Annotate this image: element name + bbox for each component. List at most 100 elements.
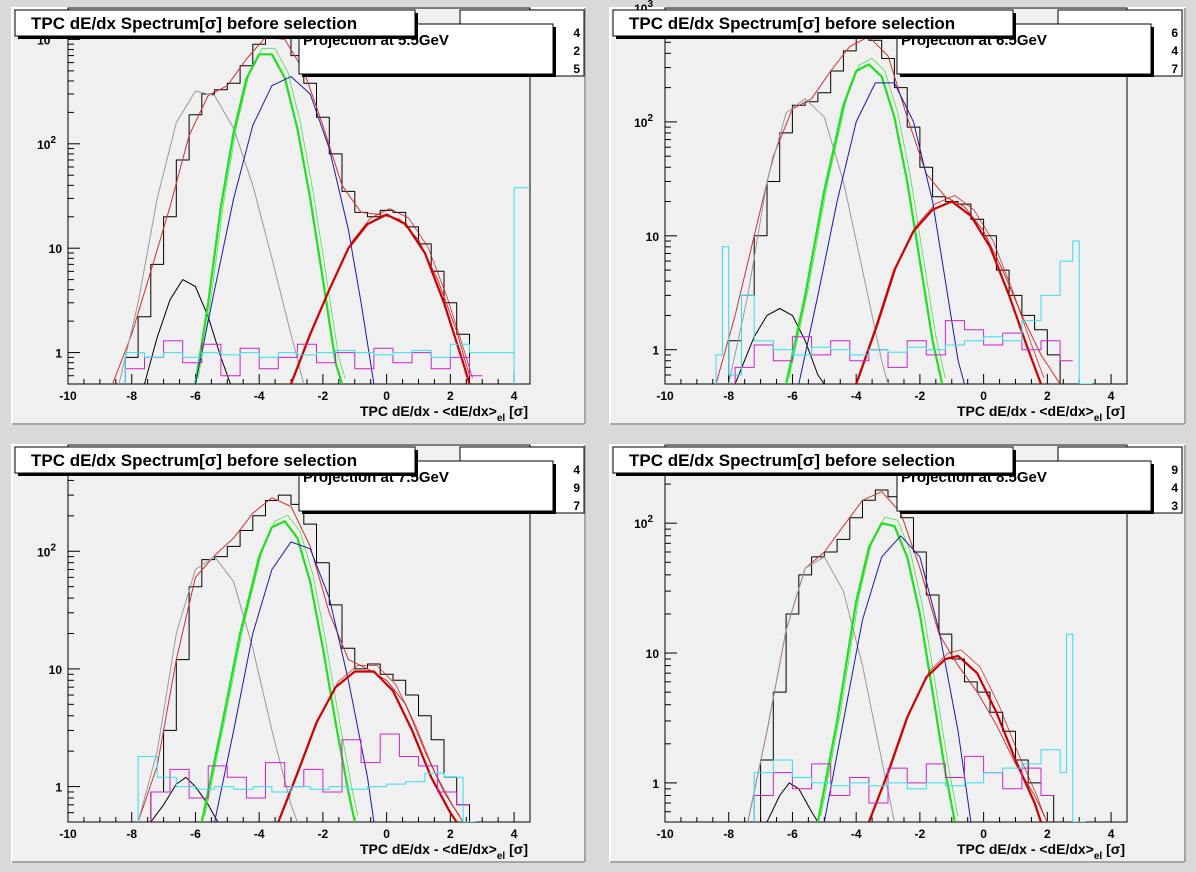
series-electron	[144, 279, 231, 384]
x-tick-label: -8	[723, 827, 734, 841]
x-tick-label: 0	[383, 389, 390, 403]
x-tick-label: -2	[318, 389, 329, 403]
stats-value: 4	[1171, 44, 1178, 58]
series-group	[112, 30, 530, 384]
y-tick-exponent: 2	[647, 113, 653, 124]
y-tick-label: 10	[646, 230, 660, 244]
series-kaon	[747, 556, 895, 822]
x-axis-label-tail: [σ]	[505, 841, 528, 857]
x-tick-label: 0	[383, 827, 390, 841]
x-tick-label: 4	[511, 389, 518, 403]
x-tick-label: -10	[59, 827, 77, 841]
x-tick-label: 2	[447, 827, 454, 841]
x-axis-label-sub: el	[497, 851, 506, 862]
x-tick-label: -6	[787, 827, 798, 841]
series-pion	[816, 522, 956, 822]
x-tick-label: -8	[723, 389, 734, 403]
stats-value: 9	[1171, 463, 1178, 477]
series-misc-2	[715, 240, 1092, 384]
series-total-fit	[715, 36, 1061, 384]
x-tick-label: -10	[59, 389, 77, 403]
stats-value: 5	[573, 62, 580, 76]
x-tick-label: -2	[915, 389, 926, 403]
y-tick-exponent: 2	[647, 514, 653, 525]
x-tick-label: -4	[254, 389, 265, 403]
chart-title: TPC dE/dx Spectrum[σ] before selection	[31, 14, 357, 33]
x-axis-label-tail: [σ]	[1102, 403, 1125, 419]
chart-title: TPC dE/dx Spectrum[σ] before selection	[629, 451, 955, 470]
stats-value: 7	[1171, 62, 1178, 76]
x-axis-label-sub: el	[1094, 851, 1103, 862]
x-tick-label: 2	[1044, 389, 1051, 403]
series-total-data	[716, 36, 1073, 384]
y-tick-label: 10	[49, 242, 63, 256]
x-tick-label: 4	[1108, 827, 1115, 841]
title-box	[14, 9, 416, 37]
series-proton	[214, 541, 375, 822]
series-misc-1	[124, 340, 483, 384]
stats-value: 4	[1171, 481, 1178, 495]
title-box	[612, 446, 1014, 474]
stats-value: 2	[573, 44, 580, 58]
series-misc-1	[150, 733, 470, 822]
title-box	[14, 446, 416, 474]
x-tick-label: -6	[190, 827, 201, 841]
series-electron	[766, 782, 819, 822]
x-tick-label: -6	[787, 389, 798, 403]
series-group	[715, 36, 1092, 384]
series-misc-2	[124, 187, 530, 384]
x-axis-label: TPC dE/dx - <dE/dx>el [σ]	[360, 403, 528, 424]
x-tick-label: 0	[980, 827, 987, 841]
x-tick-label: 2	[1044, 827, 1051, 841]
series-electron	[734, 308, 825, 384]
series-proton	[823, 535, 972, 822]
series-pion-alt	[788, 57, 946, 379]
x-axis-label-main: TPC dE/dx - <dE/dx>	[360, 841, 497, 857]
series-misc-2	[753, 633, 1086, 822]
series-total-fit	[112, 36, 470, 384]
series-pion	[785, 63, 944, 384]
x-tick-label: -2	[318, 827, 329, 841]
series-total-data	[138, 494, 483, 822]
x-tick-label: -10	[656, 827, 674, 841]
series-pion-alt	[204, 514, 359, 817]
y-tick-label: 10	[646, 647, 660, 661]
series-electron	[150, 776, 219, 822]
x-axis-label-sub: el	[497, 413, 506, 424]
stats-value: 9	[573, 481, 580, 495]
x-tick-label: 4	[511, 827, 518, 841]
y-tick-label: 10	[49, 663, 63, 677]
series-merged-pion-alt	[858, 195, 1045, 379]
stats-value: 3	[1171, 499, 1178, 513]
x-tick-label: -4	[851, 827, 862, 841]
x-tick-label: -8	[126, 827, 137, 841]
title-box	[612, 9, 1014, 37]
y-tick-label: 1	[652, 344, 659, 358]
x-tick-label: -8	[126, 389, 137, 403]
stats-value: 4	[573, 463, 580, 477]
x-axis-label: TPC dE/dx - <dE/dx>el [σ]	[957, 403, 1125, 424]
series-merged-pion	[855, 200, 1043, 384]
series-total-data	[747, 489, 1067, 822]
series-misc-2	[137, 756, 476, 822]
x-axis-label: TPC dE/dx - <dE/dx>el [σ]	[957, 841, 1125, 862]
y-tick-exponent: 2	[50, 135, 56, 146]
series-kaon	[728, 98, 889, 384]
x-axis-label-tail: [σ]	[1102, 841, 1125, 857]
series-pion	[200, 520, 356, 822]
series-proton	[194, 76, 375, 384]
series-group	[137, 494, 483, 822]
x-tick-label: -2	[915, 827, 926, 841]
x-tick-label: 4	[1108, 389, 1115, 403]
stats-value: 7	[573, 499, 580, 513]
series-misc-1	[753, 755, 1054, 822]
series-pion-alt	[198, 47, 346, 379]
series-proton	[798, 82, 965, 384]
x-axis-label-main: TPC dE/dx - <dE/dx>	[957, 403, 1094, 419]
x-tick-label: 0	[980, 389, 987, 403]
x-axis-label: TPC dE/dx - <dE/dx>el [σ]	[360, 841, 528, 862]
x-tick-label: -4	[254, 827, 265, 841]
y-tick-label: 1	[652, 777, 659, 791]
